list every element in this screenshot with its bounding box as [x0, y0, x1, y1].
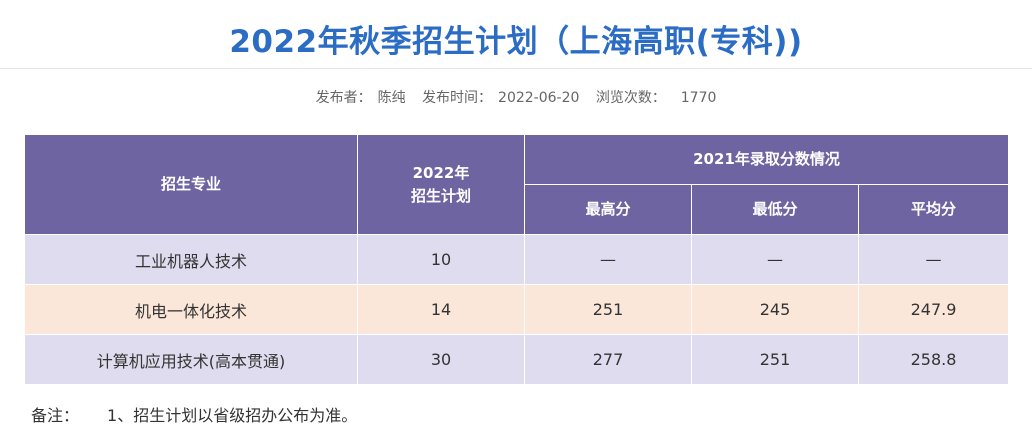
cell-plan: 14	[357, 284, 525, 335]
publisher-label: 发布者：	[315, 90, 372, 106]
publisher-value: 陈纯	[377, 90, 406, 106]
table-row: 计算机应用技术(高本贯通) 30 277 251 258.8	[24, 334, 1009, 385]
publish-time-label: 发布时间：	[422, 90, 493, 106]
cell-min: 251	[691, 334, 859, 385]
cell-max: 251	[524, 284, 692, 335]
publish-time: 发布时间： 2022-06-20	[419, 90, 582, 106]
header-scores-group: 2021年录取分数情况	[524, 134, 1009, 185]
header-max-score: 最高分	[524, 184, 692, 235]
publish-time-value: 2022-06-20	[498, 90, 580, 106]
admission-plan-table: 招生专业 2022年 招生计划 2021年录取分数情况 最高分 最低分 平均分 …	[24, 134, 1009, 385]
table-row: 工业机器人技术 10 — — —	[24, 234, 1009, 285]
cell-major: 机电一体化技术	[24, 284, 358, 335]
table-row: 机电一体化技术 14 251 245 247.9	[24, 284, 1009, 335]
page-title: 2022年秋季招生计划（上海高职(专科))	[229, 24, 803, 60]
cell-min: —	[691, 234, 859, 285]
header-plan: 2022年 招生计划	[357, 134, 525, 235]
cell-avg: —	[858, 234, 1009, 285]
cell-max: 277	[524, 334, 692, 385]
header-avg-score: 平均分	[858, 184, 1009, 235]
cell-major: 计算机应用技术(高本贯通)	[24, 334, 358, 385]
cell-avg: 247.9	[858, 284, 1009, 335]
cell-plan: 30	[357, 334, 525, 385]
cell-avg: 258.8	[858, 334, 1009, 385]
header-major: 招生专业	[24, 134, 358, 235]
footnote: 备注： 1、招生计划以省级招办公布为准。	[31, 402, 357, 426]
header-plan-line1: 2022年	[412, 163, 470, 182]
article-meta: 发布者： 陈纯 发布时间： 2022-06-20 浏览次数： 1770	[0, 87, 1032, 107]
view-count: 浏览次数： 1770	[593, 90, 720, 106]
cell-plan: 10	[357, 234, 525, 285]
publisher: 发布者： 陈纯	[313, 90, 409, 106]
header-min-score: 最低分	[691, 184, 859, 235]
title-divider	[0, 68, 1032, 69]
cell-major: 工业机器人技术	[24, 234, 358, 285]
footnote-label: 备注：	[31, 406, 80, 425]
cell-min: 245	[691, 284, 859, 335]
header-plan-line2: 招生计划	[410, 186, 471, 205]
footnote-text: 1、招生计划以省级招办公布为准。	[107, 406, 358, 425]
cell-max: —	[524, 234, 692, 285]
view-count-value: 1770	[680, 90, 717, 106]
view-count-label: 浏览次数：	[595, 90, 666, 106]
